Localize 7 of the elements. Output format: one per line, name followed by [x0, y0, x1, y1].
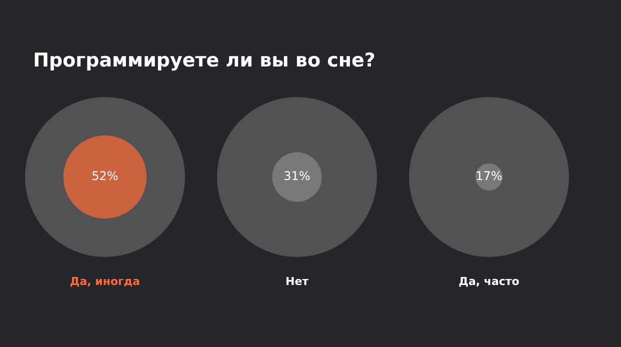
category-label: Да, иногда	[70, 275, 140, 288]
category-label: Нет	[285, 275, 310, 288]
data-label: 52%	[92, 169, 118, 183]
text: Программируете ли вы во сне?	[33, 50, 376, 72]
category-label: Да, часто	[458, 275, 520, 288]
data-label: 17%	[476, 169, 502, 183]
data-label: 31%	[284, 169, 310, 183]
